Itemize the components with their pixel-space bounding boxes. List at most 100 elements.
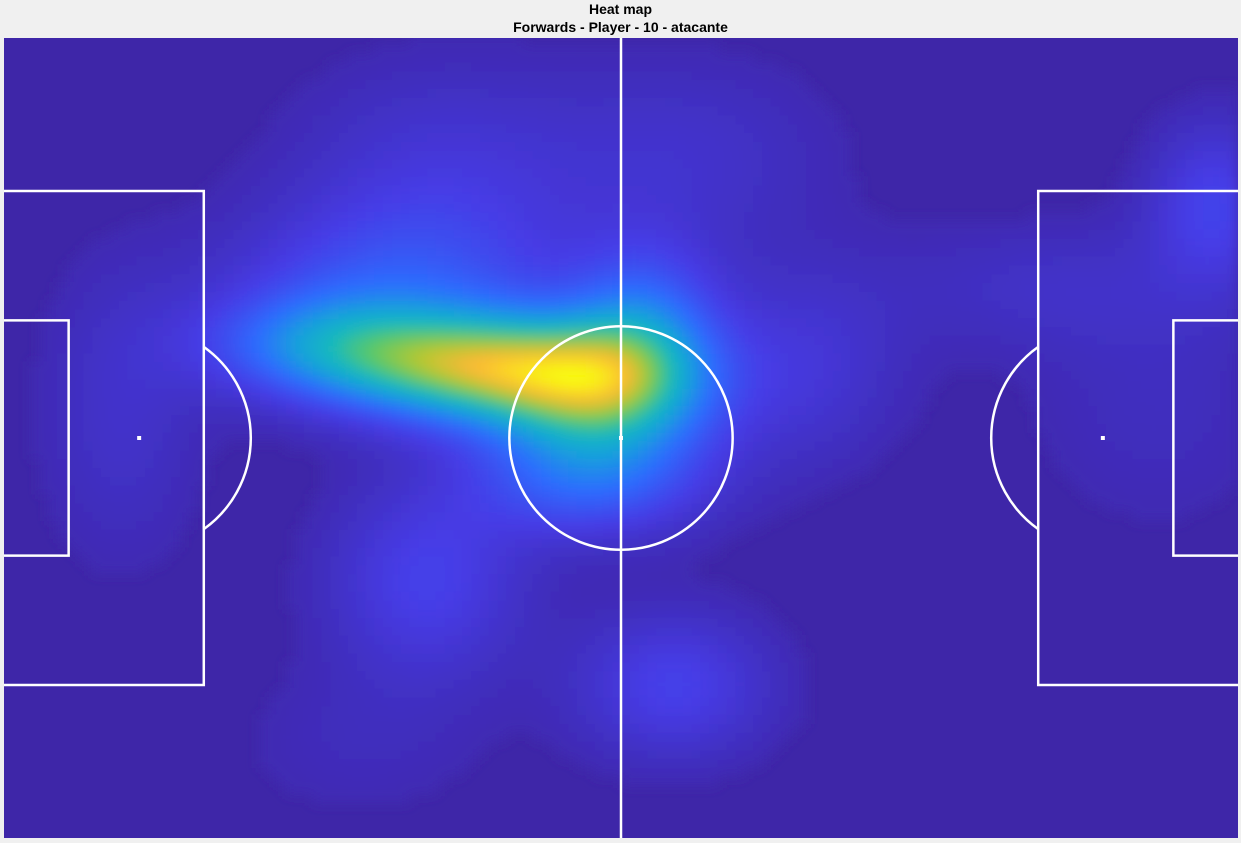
heatmap-cell bbox=[391, 608, 402, 619]
heatmap-cell bbox=[700, 396, 710, 407]
heatmap-cell bbox=[74, 290, 85, 301]
heatmap-cell bbox=[524, 520, 534, 530]
heatmap-cell bbox=[709, 476, 719, 486]
heatmap-cell bbox=[418, 246, 428, 257]
heatmap-cell bbox=[479, 52, 490, 63]
heatmap-cell bbox=[453, 449, 464, 460]
heatmap-cell bbox=[621, 388, 631, 398]
heatmap-cell bbox=[330, 282, 340, 292]
heatmap-cell bbox=[488, 167, 499, 178]
heatmap-cell bbox=[629, 317, 640, 328]
heatmap-cell bbox=[400, 582, 411, 592]
heatmap-cell bbox=[594, 43, 605, 54]
heatmap-cell bbox=[524, 440, 534, 451]
heatmap-cell bbox=[603, 61, 613, 72]
heatmap-cell bbox=[585, 582, 596, 592]
heatmap-cell bbox=[612, 670, 622, 680]
heatmap-cell bbox=[656, 643, 666, 654]
heatmap-cell bbox=[171, 538, 182, 548]
heatmap-cell bbox=[515, 608, 525, 619]
heatmap-cell bbox=[330, 476, 340, 486]
heatmap-cell bbox=[532, 635, 543, 645]
heatmap-cell bbox=[330, 220, 340, 230]
heatmap-cell bbox=[629, 573, 640, 583]
heatmap-cell bbox=[365, 776, 375, 786]
heatmap-cell bbox=[506, 652, 517, 663]
heatmap-cell bbox=[338, 608, 349, 619]
heatmap-cell bbox=[277, 202, 287, 213]
heatmap-cell bbox=[312, 617, 323, 628]
heatmap-cell bbox=[294, 282, 305, 292]
heatmap-cell bbox=[409, 132, 420, 142]
heatmap-cell bbox=[427, 626, 437, 636]
heatmap-cell bbox=[479, 608, 490, 619]
heatmap-cell bbox=[39, 388, 49, 398]
heatmap-cell bbox=[647, 776, 658, 786]
heatmap-cell bbox=[541, 705, 552, 716]
heatmap-cell bbox=[488, 140, 499, 151]
heatmap-cell bbox=[365, 652, 375, 663]
heatmap-cell bbox=[347, 282, 358, 292]
heatmap-cell bbox=[585, 599, 596, 610]
heatmap-cell bbox=[682, 714, 693, 725]
heatmap-cell bbox=[383, 696, 393, 707]
heatmap-cell bbox=[621, 458, 631, 469]
heatmap-cell bbox=[594, 767, 605, 778]
heatmap-cell bbox=[294, 432, 305, 442]
heatmap-cell bbox=[418, 96, 428, 107]
heatmap-cell bbox=[471, 696, 481, 707]
heatmap-cell bbox=[673, 123, 684, 133]
heatmap-cell bbox=[100, 352, 111, 363]
heatmap-cell bbox=[700, 732, 710, 742]
heatmap-cell bbox=[39, 485, 49, 495]
heatmap-cell bbox=[462, 105, 472, 116]
heatmap-cell bbox=[145, 308, 155, 319]
heatmap-cell bbox=[488, 440, 499, 451]
heatmap-cell bbox=[189, 379, 199, 389]
heatmap-cell bbox=[224, 361, 234, 372]
heatmap-cell bbox=[435, 573, 446, 583]
heatmap-cell bbox=[603, 767, 613, 778]
heatmap-cell bbox=[576, 405, 587, 416]
heatmap-cell bbox=[541, 123, 552, 133]
heatmap-cell bbox=[409, 38, 420, 45]
heatmap-cell bbox=[682, 388, 693, 398]
heatmap-cell bbox=[479, 458, 490, 469]
heatmap-cell bbox=[162, 467, 173, 478]
heatmap-cell bbox=[162, 538, 173, 548]
heatmap-cell bbox=[268, 723, 279, 733]
heatmap-cell bbox=[488, 511, 499, 522]
heatmap-cell bbox=[444, 608, 455, 619]
heatmap-cell bbox=[444, 79, 455, 89]
heatmap-cell bbox=[665, 379, 675, 389]
heatmap-cell bbox=[594, 423, 605, 433]
heatmap-cell bbox=[453, 467, 464, 478]
heatmap-cell bbox=[691, 440, 702, 451]
heatmap-cell bbox=[603, 379, 613, 389]
heatmap-cell bbox=[356, 546, 367, 557]
heatmap-cell bbox=[462, 635, 472, 645]
heatmap-cell bbox=[383, 317, 393, 328]
heatmap-cell bbox=[576, 379, 587, 389]
heatmap-cell bbox=[277, 264, 287, 275]
heatmap-cell bbox=[435, 229, 446, 239]
heatmap-cell bbox=[180, 485, 190, 495]
heatmap-cell bbox=[532, 123, 543, 133]
heatmap-cell bbox=[488, 220, 499, 230]
heatmap-cell bbox=[250, 140, 261, 151]
heatmap-cell bbox=[559, 564, 569, 575]
heatmap-cell bbox=[638, 476, 649, 486]
heatmap-cell bbox=[647, 255, 658, 266]
heatmap-cell bbox=[621, 299, 631, 310]
heatmap-cell bbox=[418, 723, 428, 733]
heatmap-cell bbox=[321, 449, 331, 460]
heatmap-cell bbox=[435, 723, 446, 733]
heatmap-cell bbox=[647, 643, 658, 654]
heatmap-cell bbox=[506, 167, 517, 178]
heatmap-cell bbox=[497, 299, 508, 310]
heatmap-cell bbox=[241, 317, 252, 328]
heatmap-cell bbox=[83, 343, 93, 354]
heatmap-cell bbox=[709, 423, 719, 433]
heatmap-cell bbox=[294, 88, 305, 98]
heatmap-cell bbox=[488, 193, 499, 204]
